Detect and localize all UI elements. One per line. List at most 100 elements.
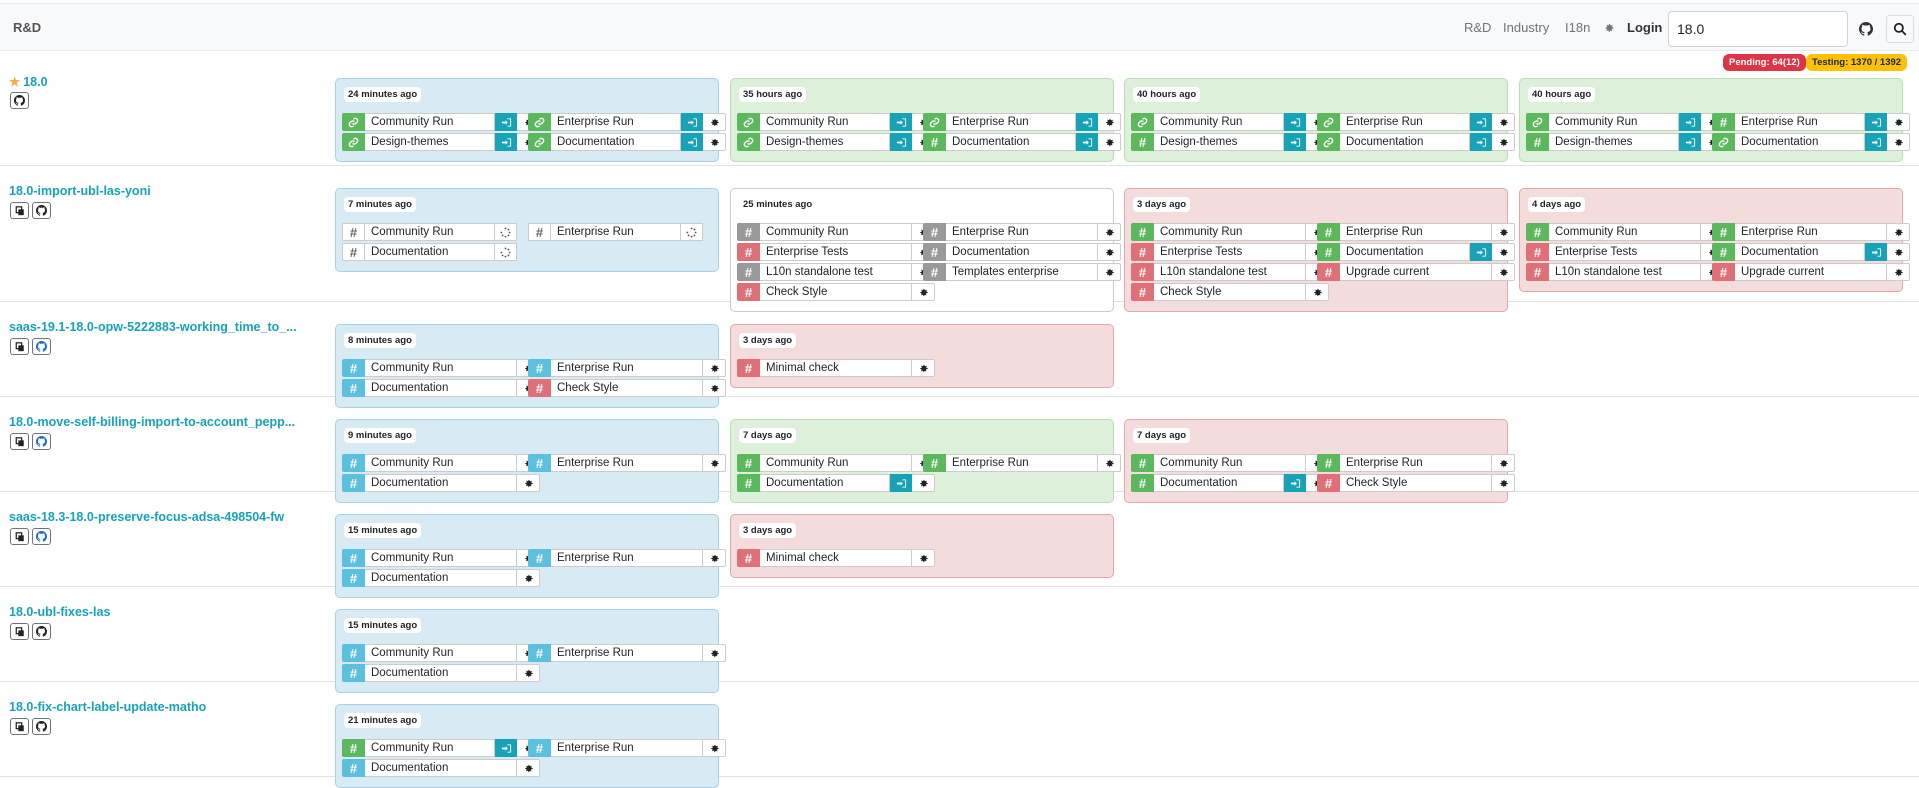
build-name[interactable]: Minimal check (760, 549, 912, 567)
build-name[interactable]: Community Run (365, 644, 517, 662)
batch-time-badge[interactable]: 3 days ago (739, 333, 797, 348)
gear-icon[interactable] (1492, 263, 1515, 281)
hash-icon[interactable]: # (737, 243, 760, 261)
branch-name-link[interactable]: 18.0-import-ubl-las-yoni (9, 184, 151, 198)
gear-icon[interactable] (1887, 113, 1910, 131)
github-icon[interactable] (32, 718, 51, 735)
build-name[interactable]: Templates enterprise (946, 263, 1098, 281)
gear-icon[interactable] (703, 739, 726, 757)
hash-icon[interactable]: # (923, 263, 946, 281)
gear-icon[interactable] (1098, 454, 1121, 472)
batch-time-badge[interactable]: 4 days ago (1528, 197, 1586, 212)
build-name[interactable]: Enterprise Tests (1154, 243, 1306, 261)
link-icon[interactable] (923, 113, 946, 131)
hash-icon[interactable]: # (1526, 263, 1549, 281)
login-icon[interactable] (495, 739, 517, 757)
brand[interactable]: R&D (13, 20, 42, 35)
login-icon[interactable] (890, 113, 912, 131)
hash-icon[interactable]: # (737, 359, 760, 377)
copy-icon[interactable] (10, 433, 29, 450)
batch-time-badge[interactable]: 7 days ago (1133, 428, 1191, 443)
build-name[interactable]: Enterprise Run (1340, 223, 1492, 241)
link-icon[interactable] (528, 113, 551, 131)
hash-icon[interactable]: # (1131, 133, 1154, 151)
build-name[interactable]: Documentation (1154, 474, 1284, 492)
copy-icon[interactable] (10, 528, 29, 545)
build-name[interactable]: Enterprise Run (946, 113, 1076, 131)
gear-icon[interactable] (912, 283, 935, 301)
hash-icon[interactable]: # (1317, 263, 1340, 281)
login-icon[interactable] (1470, 243, 1492, 261)
hash-icon[interactable]: # (342, 549, 365, 567)
build-name[interactable]: Community Run (365, 113, 495, 131)
gear-icon[interactable] (912, 549, 935, 567)
build-name[interactable]: Check Style (551, 379, 703, 397)
hash-icon[interactable]: # (923, 223, 946, 241)
build-name[interactable]: Design-themes (365, 133, 495, 151)
build-name[interactable]: Documentation (365, 569, 517, 587)
hash-icon[interactable]: # (737, 263, 760, 281)
hash-icon[interactable]: # (737, 549, 760, 567)
hash-icon[interactable]: # (1317, 223, 1340, 241)
build-name[interactable]: Enterprise Run (551, 739, 703, 757)
batch-time-badge[interactable]: 40 hours ago (1133, 87, 1201, 102)
gear-icon[interactable] (1887, 133, 1910, 151)
build-name[interactable]: Community Run (1549, 223, 1701, 241)
build-name[interactable]: Enterprise Run (1340, 454, 1492, 472)
hash-icon[interactable]: # (737, 474, 760, 492)
nav-link-industry[interactable]: Industry (1503, 20, 1550, 35)
hash-icon[interactable]: # (528, 739, 551, 757)
build-name[interactable]: L10n standalone test (1154, 263, 1306, 281)
build-name[interactable]: Enterprise Tests (760, 243, 912, 261)
link-icon[interactable] (1131, 113, 1154, 131)
gear-icon[interactable] (703, 133, 726, 151)
build-name[interactable]: Documentation (1340, 243, 1470, 261)
gear-icon[interactable] (703, 549, 726, 567)
nav-link-rd[interactable]: R&D (1464, 20, 1492, 35)
hash-icon[interactable]: # (1712, 263, 1735, 281)
gear-icon[interactable] (1887, 243, 1910, 261)
hash-icon[interactable]: # (1712, 113, 1735, 131)
github-icon[interactable] (1856, 19, 1876, 39)
copy-icon[interactable] (10, 718, 29, 735)
link-icon[interactable] (737, 133, 760, 151)
build-name[interactable]: Documentation (946, 133, 1076, 151)
hash-icon[interactable]: # (1526, 133, 1549, 151)
copy-icon[interactable] (10, 623, 29, 640)
batch-time-badge[interactable]: 24 minutes ago (344, 87, 422, 102)
hash-icon[interactable]: # (737, 283, 760, 301)
hash-icon[interactable]: # (1131, 223, 1154, 241)
hash-icon[interactable]: # (1712, 223, 1735, 241)
build-name[interactable]: L10n standalone test (1549, 263, 1701, 281)
github-icon[interactable] (10, 92, 29, 109)
link-icon[interactable] (528, 133, 551, 151)
link-icon[interactable] (1526, 113, 1549, 131)
hash-icon[interactable]: # (923, 454, 946, 472)
hash-icon[interactable]: # (737, 223, 760, 241)
build-name[interactable]: Enterprise Run (1735, 223, 1887, 241)
build-name[interactable]: Community Run (760, 223, 912, 241)
login-icon[interactable] (1284, 113, 1306, 131)
login-icon[interactable] (1470, 133, 1492, 151)
github-icon[interactable] (32, 528, 51, 545)
build-name[interactable]: Community Run (1549, 113, 1679, 131)
build-name[interactable]: Community Run (365, 359, 517, 377)
login-icon[interactable] (1284, 474, 1306, 492)
build-name[interactable]: Enterprise Run (551, 223, 681, 241)
gear-icon[interactable] (912, 474, 935, 492)
build-name[interactable]: Community Run (1154, 454, 1306, 472)
gear-icon[interactable] (517, 759, 540, 777)
hash-icon[interactable]: # (1131, 263, 1154, 281)
hash-icon[interactable]: # (342, 454, 365, 472)
login-icon[interactable] (1865, 113, 1887, 131)
login-icon[interactable] (1076, 133, 1098, 151)
build-name[interactable]: Community Run (1154, 113, 1284, 131)
build-name[interactable]: Check Style (1340, 474, 1492, 492)
build-name[interactable]: Documentation (365, 243, 495, 261)
hash-icon[interactable]: # (1317, 474, 1340, 492)
login-icon[interactable] (1679, 133, 1701, 151)
batch-time-badge[interactable]: 3 days ago (739, 523, 797, 538)
branch-name-link[interactable]: saas-19.1-18.0-opw-5222883-working_time_… (9, 320, 297, 334)
branch-name-link[interactable]: saas-18.3-18.0-preserve-focus-adsa-49850… (9, 510, 284, 524)
gear-icon[interactable] (912, 359, 935, 377)
